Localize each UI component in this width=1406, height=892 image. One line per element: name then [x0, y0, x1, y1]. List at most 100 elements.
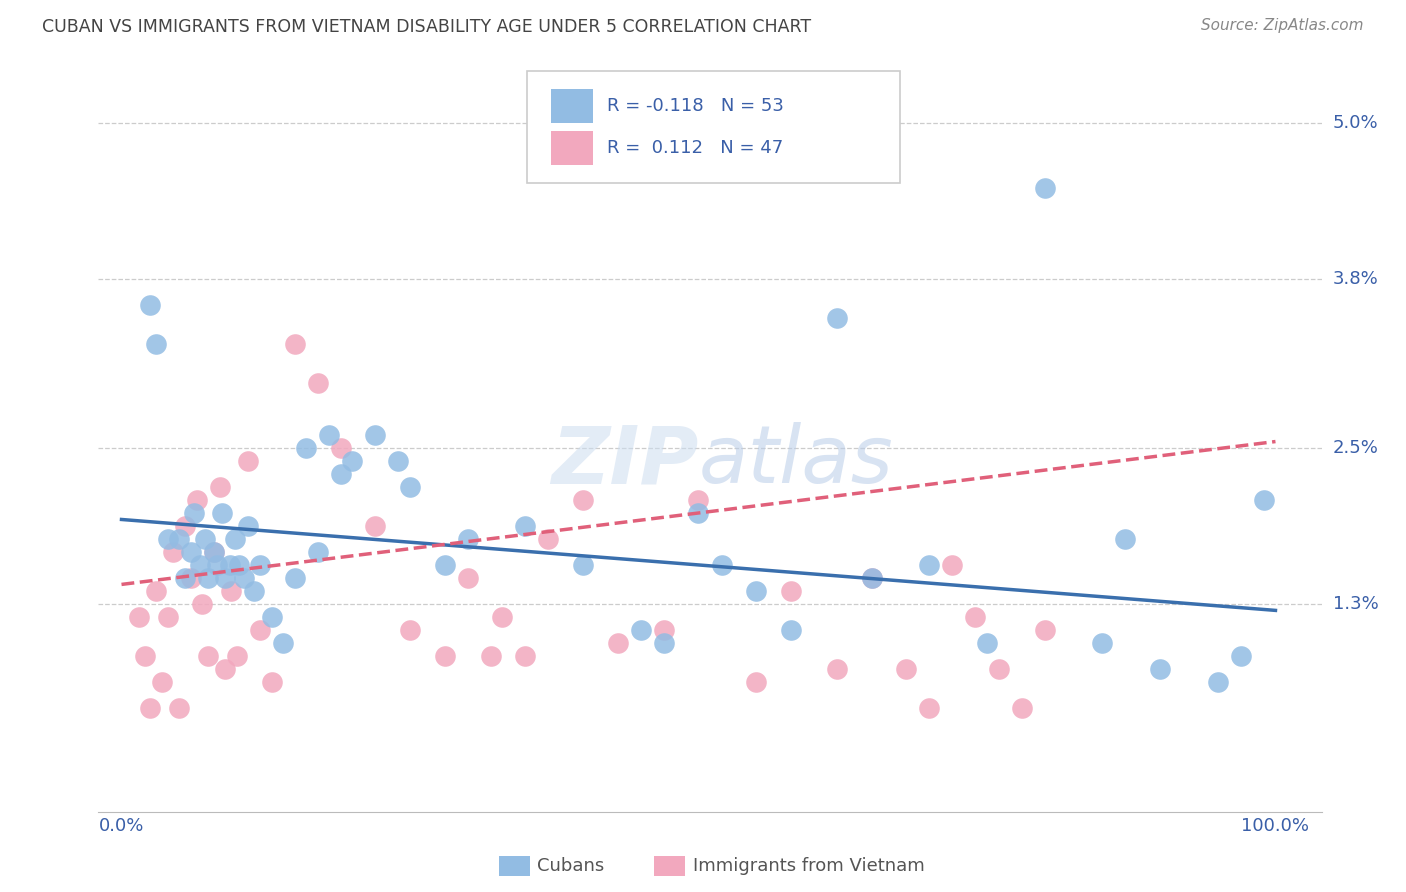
Point: [652, 636, 675, 650]
Point: [364, 519, 387, 533]
Text: atlas: atlas: [699, 422, 893, 500]
Point: [219, 583, 242, 598]
Point: [208, 480, 231, 494]
Point: [145, 337, 167, 351]
Text: Source: ZipAtlas.com: Source: ZipAtlas.com: [1201, 18, 1364, 33]
Point: [976, 636, 998, 650]
Point: [710, 558, 733, 572]
Point: [145, 583, 167, 598]
Point: [329, 467, 352, 481]
Point: [515, 648, 537, 663]
Point: [202, 545, 225, 559]
Point: [225, 648, 247, 663]
Point: [860, 571, 883, 585]
Text: Cubans: Cubans: [537, 857, 605, 875]
Point: [779, 623, 801, 637]
Point: [260, 610, 283, 624]
Point: [219, 558, 242, 572]
Point: [515, 519, 537, 533]
Point: [202, 545, 225, 559]
Text: R = -0.118   N = 53: R = -0.118 N = 53: [607, 97, 785, 115]
Point: [188, 558, 211, 572]
Point: [249, 623, 271, 637]
Point: [150, 674, 173, 689]
Point: [537, 532, 560, 546]
Point: [134, 648, 156, 663]
Text: CUBAN VS IMMIGRANTS FROM VIETNAM DISABILITY AGE UNDER 5 CORRELATION CHART: CUBAN VS IMMIGRANTS FROM VIETNAM DISABIL…: [42, 18, 811, 36]
Point: [1091, 636, 1114, 650]
Point: [180, 571, 202, 585]
Point: [214, 571, 236, 585]
Point: [194, 532, 217, 546]
Point: [1230, 648, 1253, 663]
Point: [457, 532, 479, 546]
Point: [825, 311, 848, 326]
Point: [918, 558, 941, 572]
Point: [688, 506, 710, 520]
Text: Immigrants from Vietnam: Immigrants from Vietnam: [693, 857, 925, 875]
Point: [965, 610, 987, 624]
Point: [238, 454, 260, 468]
Point: [284, 571, 307, 585]
Point: [572, 558, 595, 572]
Point: [342, 454, 364, 468]
Point: [779, 583, 801, 598]
Point: [307, 545, 329, 559]
Point: [606, 636, 628, 650]
Point: [167, 532, 190, 546]
Point: [825, 662, 848, 676]
Point: [156, 610, 179, 624]
Point: [214, 662, 236, 676]
Point: [271, 636, 294, 650]
Point: [284, 337, 307, 351]
Point: [307, 376, 329, 390]
Point: [941, 558, 963, 572]
Point: [329, 441, 352, 455]
Point: [128, 610, 150, 624]
Point: [295, 441, 318, 455]
Point: [197, 648, 219, 663]
Point: [249, 558, 271, 572]
Text: R =  0.112   N = 47: R = 0.112 N = 47: [607, 139, 783, 157]
Point: [745, 583, 768, 598]
Point: [652, 623, 675, 637]
Point: [243, 583, 266, 598]
Text: 3.8%: 3.8%: [1333, 270, 1378, 288]
Text: 2.5%: 2.5%: [1333, 439, 1379, 457]
Point: [987, 662, 1010, 676]
Point: [433, 648, 456, 663]
Point: [1149, 662, 1171, 676]
Point: [260, 674, 283, 689]
Point: [387, 454, 409, 468]
Point: [207, 558, 229, 572]
Point: [156, 532, 179, 546]
Point: [197, 571, 219, 585]
Point: [745, 674, 768, 689]
Text: ZIP: ZIP: [551, 422, 699, 500]
Point: [433, 558, 456, 572]
Point: [162, 545, 184, 559]
Point: [238, 519, 260, 533]
Point: [688, 493, 710, 508]
Point: [224, 532, 246, 546]
Point: [491, 610, 513, 624]
Point: [1033, 623, 1056, 637]
Point: [318, 428, 340, 442]
Point: [183, 506, 205, 520]
Point: [1011, 701, 1033, 715]
Point: [918, 701, 941, 715]
Point: [174, 571, 197, 585]
Point: [364, 428, 387, 442]
Point: [399, 623, 422, 637]
Point: [1114, 532, 1136, 546]
Point: [1206, 674, 1229, 689]
Point: [228, 558, 250, 572]
Point: [896, 662, 918, 676]
Text: 5.0%: 5.0%: [1333, 114, 1378, 132]
Text: 1.3%: 1.3%: [1333, 595, 1378, 613]
Point: [186, 493, 208, 508]
Point: [457, 571, 479, 585]
Point: [1033, 181, 1056, 195]
Point: [180, 545, 202, 559]
Point: [174, 519, 197, 533]
